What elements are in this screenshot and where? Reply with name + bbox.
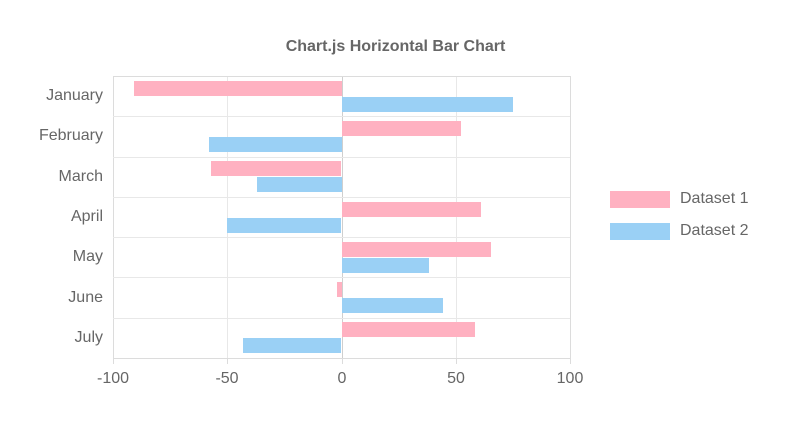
x-tick-label: 0: [337, 370, 347, 387]
y-gridline: [113, 76, 570, 77]
bar-dataset-1-april[interactable]: [342, 202, 481, 217]
bar-dataset-2-may[interactable]: [342, 258, 429, 273]
y-axis-label-april: April: [70, 208, 103, 225]
y-gridline: [113, 358, 570, 359]
x-tick-label: 100: [556, 370, 584, 387]
x-gridline: [456, 76, 457, 358]
y-axis-label-february: February: [38, 127, 103, 144]
x-tick-mark: [113, 358, 114, 364]
bar-dataset-2-january[interactable]: [342, 97, 513, 112]
y-axis-label-july: July: [74, 329, 103, 346]
y-axis-label-january: January: [46, 87, 103, 104]
bar-dataset-2-march[interactable]: [257, 177, 342, 192]
x-tick-mark: [227, 358, 228, 364]
legend-swatch: [610, 190, 670, 208]
legend: Dataset 1 Dataset 2: [610, 190, 748, 254]
y-gridline: [113, 116, 570, 117]
x-tick-label: 50: [447, 370, 465, 387]
legend-swatch: [610, 222, 670, 240]
x-tick-mark: [456, 358, 457, 364]
bar-dataset-1-february[interactable]: [342, 121, 461, 136]
zero-gridline: [342, 76, 343, 358]
bar-dataset-1-june[interactable]: [337, 282, 342, 297]
legend-item-dataset-1[interactable]: Dataset 1: [610, 190, 748, 208]
y-axis-label-may: May: [72, 248, 103, 265]
y-axis-label-june: June: [68, 289, 103, 306]
x-gridline: [113, 76, 114, 358]
bar-dataset-1-july[interactable]: [342, 322, 475, 337]
x-tick-mark: [570, 358, 571, 364]
y-gridline: [113, 277, 570, 278]
x-tick-mark: [342, 358, 343, 364]
y-gridline: [113, 197, 570, 198]
y-gridline: [113, 157, 570, 158]
y-gridline: [113, 237, 570, 238]
legend-item-dataset-2[interactable]: Dataset 2: [610, 222, 748, 240]
y-axis-label-march: March: [58, 168, 103, 185]
bar-dataset-2-february[interactable]: [209, 137, 342, 152]
bar-dataset-2-april[interactable]: [227, 218, 341, 233]
bar-dataset-1-may[interactable]: [342, 242, 491, 257]
plot-area: [113, 76, 571, 359]
x-gridline: [570, 76, 571, 358]
legend-label: Dataset 1: [680, 190, 749, 207]
x-tick-label: -50: [215, 370, 239, 387]
bar-dataset-1-january[interactable]: [134, 81, 342, 96]
x-gridline: [227, 76, 228, 358]
y-gridline: [113, 318, 570, 319]
chart-title: Chart.js Horizontal Bar Chart: [285, 38, 506, 55]
bar-dataset-2-july[interactable]: [243, 338, 341, 353]
bar-dataset-2-june[interactable]: [342, 298, 443, 313]
bar-dataset-1-march[interactable]: [211, 161, 341, 176]
x-tick-label: -100: [96, 370, 130, 387]
legend-label: Dataset 2: [680, 222, 749, 239]
